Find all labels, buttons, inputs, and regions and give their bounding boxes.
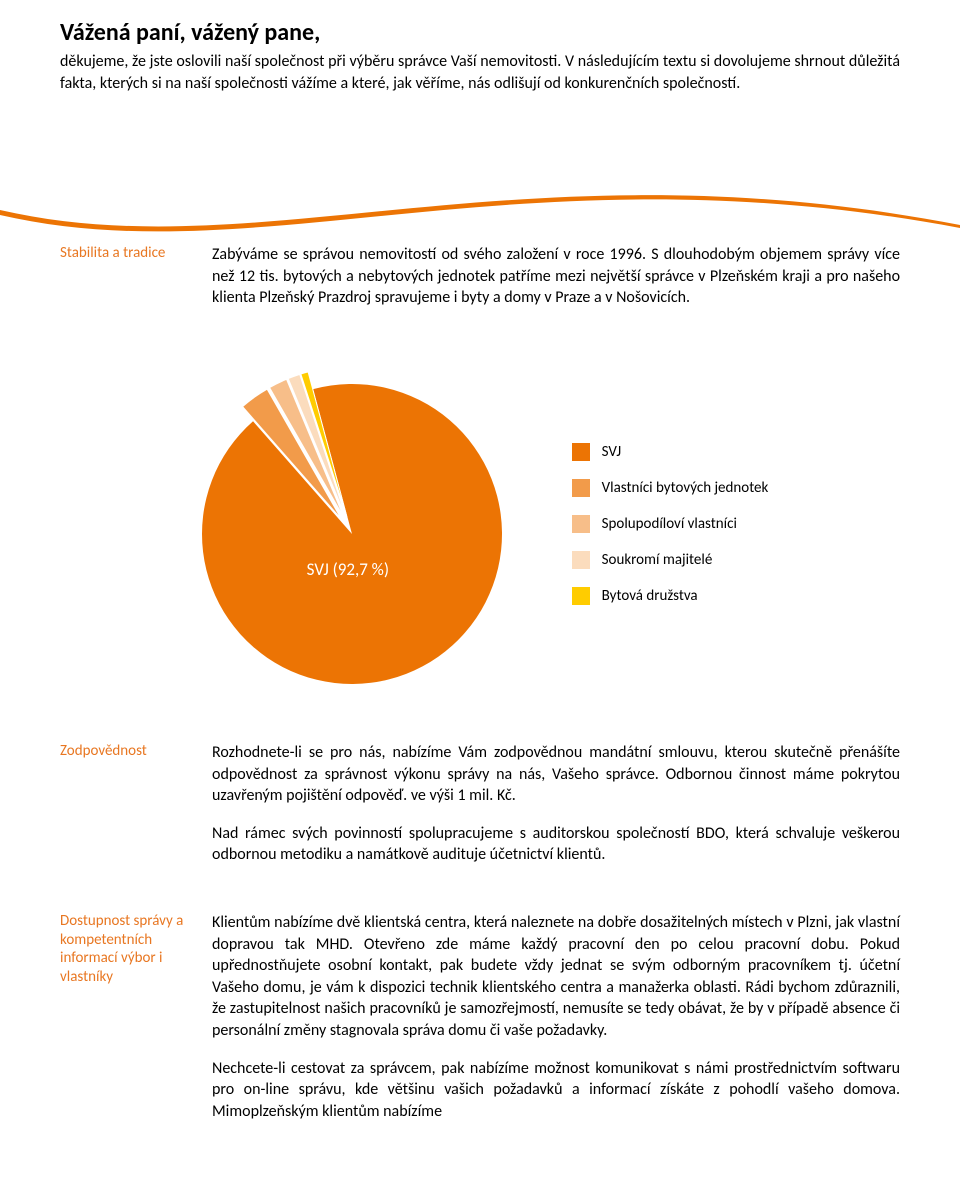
legend-swatch (572, 515, 590, 533)
legend-label: Vlastníci bytových jednotek (602, 479, 769, 497)
legend-swatch (572, 551, 590, 569)
section-body: Zabýváme se správou nemovitostí od svého… (212, 244, 900, 309)
pie-legend: SVJ Vlastníci bytových jednotek Spolupodíl… (572, 443, 769, 605)
legend-swatch (572, 587, 590, 605)
section-stabilita: Stabilita a tradice Zabýváme se správou … (60, 244, 900, 309)
section-body: Klientům nabízíme dvě klientská centra, … (212, 912, 900, 1122)
pie-chart (192, 364, 512, 684)
section-dostupnost: Dostupnost správy a kompetentních inform… (60, 912, 900, 1122)
legend-item: Bytová družstva (572, 587, 769, 605)
paragraph: Klientům nabízíme dvě klientská centra, … (212, 912, 900, 1042)
pie-slice (202, 384, 502, 684)
legend-swatch (572, 443, 590, 461)
pie-center-label: SVJ (92,7 %) (307, 559, 389, 580)
pie-chart-block: SVJ (92,7 %) SVJ Vlastníci bytových jedno… (60, 364, 900, 684)
section-label: Zodpovědnost (60, 742, 200, 866)
intro-text: děkujeme, že jste oslovili naší společno… (60, 51, 900, 94)
legend-label: SVJ (602, 443, 622, 461)
legend-swatch (572, 479, 590, 497)
paragraph: Nechcete-li cestovat za správcem, pak na… (212, 1058, 900, 1123)
legend-label: Bytová družstva (602, 587, 698, 605)
section-label: Stabilita a tradice (60, 244, 200, 309)
legend-item: Soukromí majitelé (572, 551, 769, 569)
legend-item: Vlastníci bytových jednotek (572, 479, 769, 497)
section-body: Rozhodnete-li se pro nás, nabízíme Vám z… (212, 742, 900, 866)
legend-item: Spolupodíloví vlastníci (572, 515, 769, 533)
page-title: Vážená paní, vážený pane, (60, 18, 900, 47)
paragraph: Rozhodnete-li se pro nás, nabízíme Vám z… (212, 742, 900, 807)
legend-item: SVJ (572, 443, 769, 461)
section-label: Dostupnost správy a kompetentních inform… (60, 912, 200, 1122)
legend-label: Soukromí majitelé (602, 551, 713, 569)
paragraph: Nad rámec svých povinností spolupracujem… (212, 823, 900, 866)
legend-label: Spolupodíloví vlastníci (602, 515, 737, 533)
section-zodpovednost: Zodpovědnost Rozhodnete-li se pro nás, n… (60, 742, 900, 866)
